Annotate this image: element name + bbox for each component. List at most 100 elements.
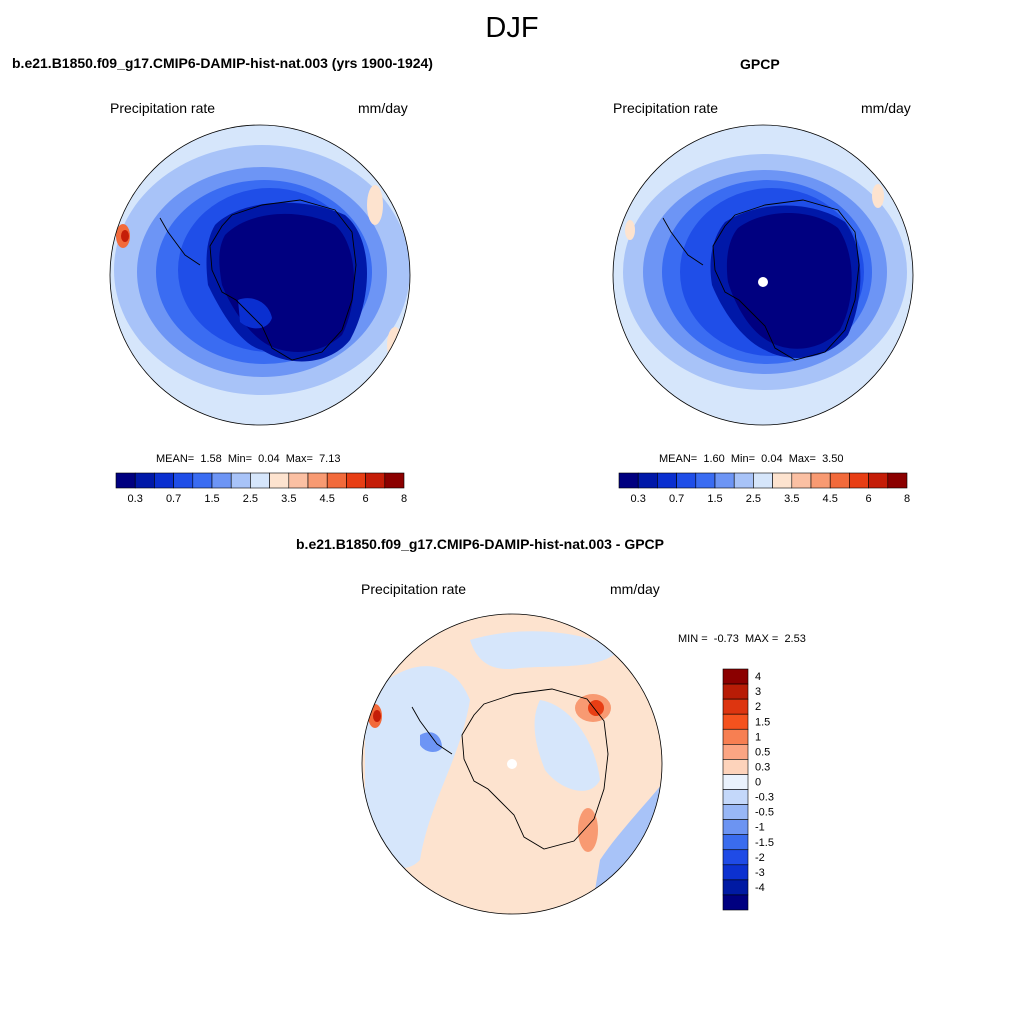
model-colorbar-swatch xyxy=(134,472,155,489)
obs-colorbar-tick-label: 3.5 xyxy=(784,493,799,505)
model-mean-value: 1.58 xyxy=(200,453,222,465)
model-colorbar-tick-label: 0.7 xyxy=(166,493,181,505)
diff-colorbar-tick-label: 4 xyxy=(755,671,761,683)
model-colorbar-swatch xyxy=(211,472,232,489)
diff-map-border xyxy=(361,613,663,915)
obs-colorbar-tick-label: 0.3 xyxy=(631,493,646,505)
obs-colorbar-swatch xyxy=(753,472,773,489)
obs-colorbar-swatch xyxy=(849,472,869,489)
model-max-label: Max= xyxy=(285,453,313,465)
obs-colorbar-tick-label: 0.7 xyxy=(669,493,684,505)
model-colorbar-swatch xyxy=(365,472,386,489)
model-units-label: mm/day xyxy=(358,100,408,116)
model-panel-title: b.e21.B1850.f09_g17.CMIP6-DAMIP-hist-nat… xyxy=(12,55,433,71)
model-colorbar: 0.3 0.7 1.5 2.5 3.5 4.5 6 8 xyxy=(115,472,407,505)
model-colorbar-swatch xyxy=(288,472,309,489)
model-colorbar-tick-label: 2.5 xyxy=(243,493,258,505)
diff-colorbar-swatch xyxy=(722,804,749,820)
model-mean-label: MEAN= xyxy=(156,453,195,465)
model-variable-label: Precipitation rate xyxy=(110,100,216,116)
diff-stats: MIN = -0.73 MAX = 2.53 xyxy=(678,633,806,645)
diff-colorbar-tick-label: 1 xyxy=(755,731,761,743)
obs-min-value: 0.04 xyxy=(761,453,783,465)
diff-colorbar-swatch xyxy=(722,744,749,760)
diff-colorbar-swatch xyxy=(722,698,749,715)
obs-colorbar-tick-label: 6 xyxy=(866,493,872,505)
model-colorbar-swatch xyxy=(154,472,174,489)
model-colorbar-tick-label: 1.5 xyxy=(204,493,219,505)
obs-map-border xyxy=(612,124,914,426)
obs-colorbar-swatch xyxy=(695,472,716,489)
model-colorbar-swatch xyxy=(346,472,366,489)
model-colorbar-swatch xyxy=(115,472,136,489)
obs-mean-label: MEAN= xyxy=(659,453,698,465)
diff-colorbar-tick-label: -4 xyxy=(755,882,765,894)
obs-colorbar-swatch xyxy=(868,472,889,489)
diff-min-value: -0.73 xyxy=(713,633,739,645)
model-polar-map xyxy=(109,124,411,426)
diff-antarctica-coastline xyxy=(411,688,609,850)
obs-colorbar-swatch xyxy=(772,472,793,489)
model-colorbar-swatch xyxy=(384,472,405,489)
model-stats: MEAN= 1.58 Min= 0.04 Max= 7.13 xyxy=(156,453,340,465)
diff-colorbar-tick-label: -1 xyxy=(755,822,765,834)
diff-colorbar-swatch xyxy=(722,668,749,685)
model-colorbar-tick-label: 6 xyxy=(363,493,369,505)
diff-max-label: MAX = xyxy=(744,633,779,645)
obs-variable-label: Precipitation rate xyxy=(613,100,719,116)
diff-polar-map xyxy=(361,613,663,915)
obs-colorbar-swatch xyxy=(810,472,831,489)
model-map-border xyxy=(109,124,411,426)
obs-colorbar: 0.3 0.7 1.5 2.5 3.5 4.5 6 8 xyxy=(618,472,910,505)
model-colorbar-swatch xyxy=(192,472,213,489)
obs-stats: MEAN= 1.60 Min= 0.04 Max= 3.50 xyxy=(659,453,843,465)
diff-max-value: 2.53 xyxy=(784,633,806,645)
diff-colorbar-swatch xyxy=(722,683,749,700)
obs-max-value: 3.50 xyxy=(822,453,844,465)
diff-colorbar-swatch xyxy=(722,713,749,730)
diff-colorbar-tick-label: 0 xyxy=(755,777,761,789)
model-colorbar-tick-label: 8 xyxy=(401,493,407,505)
diff-colorbar-swatch xyxy=(722,789,749,805)
obs-min-label: Min= xyxy=(730,453,756,465)
obs-units-label: mm/day xyxy=(861,100,911,116)
diff-colorbar-tick-label: -2 xyxy=(755,852,765,864)
model-colorbar-tick-label: 3.5 xyxy=(281,493,296,505)
obs-antarctica-coastline xyxy=(662,199,860,361)
obs-mean-value: 1.60 xyxy=(703,453,725,465)
diff-colorbar: 4 3 2 1.5 1 0.5 0.3 0 -0.3 -0.5 -1 -1.5 -2 -3 -4 xyxy=(722,668,774,911)
model-colorbar-swatch xyxy=(326,472,347,489)
obs-max-label: Max= xyxy=(788,453,816,465)
model-colorbar-tick-label: 4.5 xyxy=(320,493,335,505)
obs-colorbar-swatch xyxy=(657,472,677,489)
diff-colorbar-tick-label: 0.3 xyxy=(755,761,770,773)
diff-min-label: MIN = xyxy=(678,633,708,645)
obs-colorbar-swatch xyxy=(791,472,812,489)
page-title: DJF xyxy=(485,12,539,44)
diff-colorbar-swatch xyxy=(722,894,749,911)
diff-colorbar-swatch xyxy=(722,759,749,775)
model-colorbar-tick-label: 0.3 xyxy=(128,493,143,505)
diff-colorbar-tick-label: 1.5 xyxy=(755,716,770,728)
model-colorbar-swatch xyxy=(173,472,194,489)
obs-colorbar-swatch xyxy=(676,472,697,489)
diff-colorbar-swatch xyxy=(722,819,749,835)
obs-panel-title: GPCP xyxy=(740,56,780,72)
obs-colorbar-swatch xyxy=(887,472,908,489)
diff-colorbar-tick-label: -3 xyxy=(755,867,765,879)
diff-colorbar-swatch xyxy=(722,774,749,790)
diff-colorbar-tick-label: -1.5 xyxy=(755,837,774,849)
obs-colorbar-swatch xyxy=(714,472,735,489)
diff-colorbar-swatch xyxy=(722,879,749,896)
obs-colorbar-tick-label: 2.5 xyxy=(746,493,761,505)
diff-panel-title: b.e21.B1850.f09_g17.CMIP6-DAMIP-hist-nat… xyxy=(296,536,665,552)
obs-colorbar-swatch xyxy=(829,472,850,489)
diff-units-label: mm/day xyxy=(610,581,660,597)
diff-colorbar-tick-label: 0.5 xyxy=(755,746,770,758)
diff-colorbar-tick-label: 2 xyxy=(755,701,761,713)
model-colorbar-swatch xyxy=(250,472,270,489)
model-colorbar-swatch xyxy=(307,472,328,489)
obs-colorbar-tick-label: 8 xyxy=(904,493,910,505)
model-max-value: 7.13 xyxy=(319,453,341,465)
model-min-label: Min= xyxy=(227,453,253,465)
